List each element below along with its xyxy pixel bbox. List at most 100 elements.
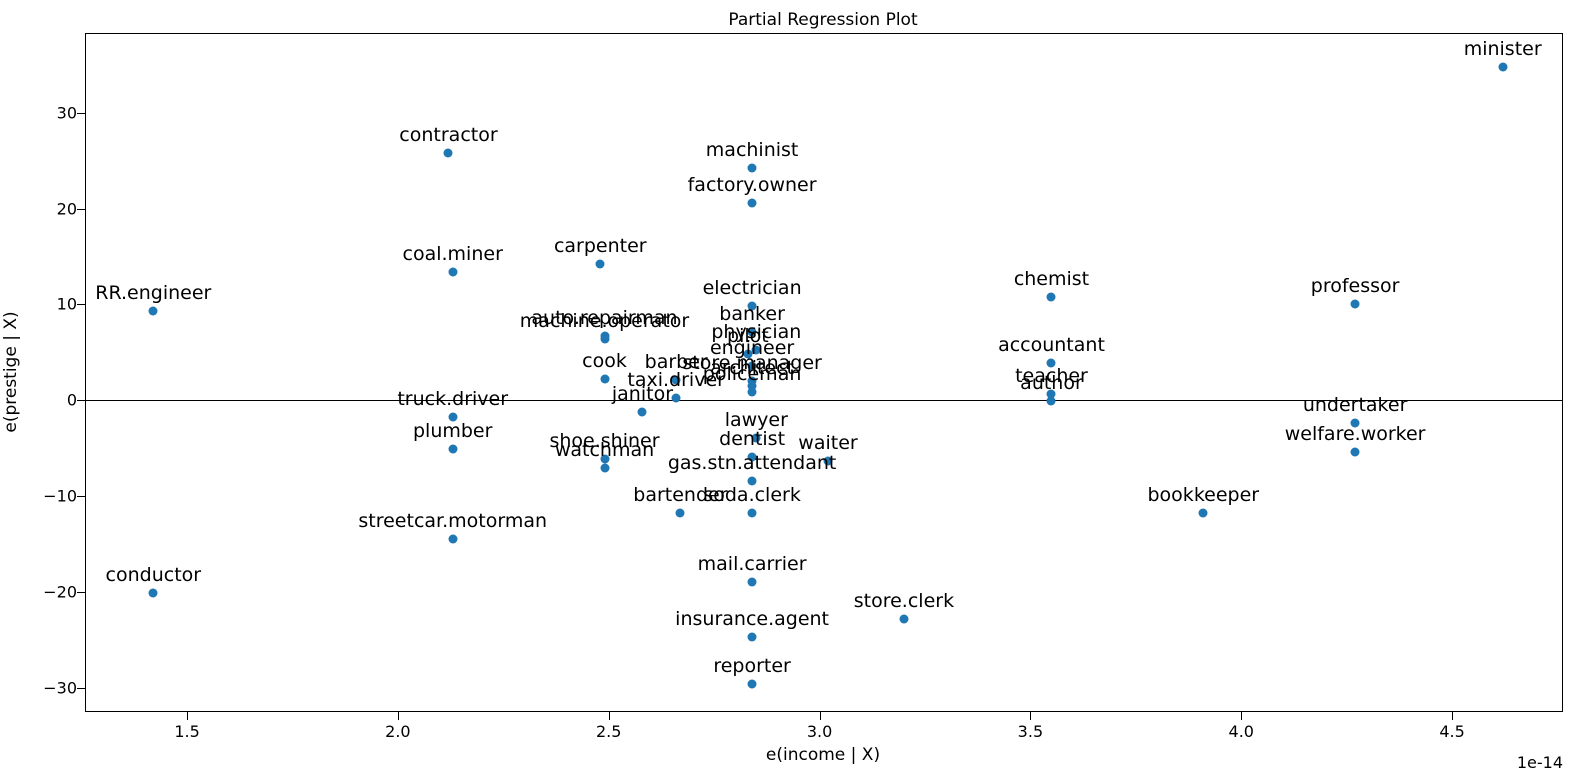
y-tick-label: −10 xyxy=(43,486,77,506)
point-label: accountant xyxy=(998,334,1105,357)
data-point xyxy=(1350,299,1360,309)
point-label: watchman xyxy=(554,439,655,462)
data-point xyxy=(148,588,158,598)
data-point xyxy=(600,334,609,344)
point-label: chemist xyxy=(1013,267,1090,290)
data-point xyxy=(747,301,757,311)
y-tick-label: 30 xyxy=(56,103,77,123)
data-point xyxy=(448,412,458,422)
y-tick-mark xyxy=(77,208,85,210)
data-point xyxy=(671,375,681,385)
y-tick-mark xyxy=(77,112,85,114)
y-tick-mark xyxy=(77,592,85,594)
point-label: architect xyxy=(710,357,795,380)
data-point xyxy=(671,393,681,403)
y-axis-label: e(prestige | X) xyxy=(1,311,21,433)
zero-reference-line xyxy=(85,400,1563,402)
data-point xyxy=(595,259,605,269)
point-label: truck.driver xyxy=(397,387,509,410)
point-label: policeman xyxy=(702,362,802,385)
x-tick-mark xyxy=(1452,712,1454,720)
point-label: machine.operator xyxy=(519,310,690,333)
data-point xyxy=(1198,508,1208,518)
point-label: bookkeeper xyxy=(1147,483,1260,506)
point-label: minister xyxy=(1463,37,1542,60)
data-point xyxy=(747,198,757,208)
data-point xyxy=(899,614,909,624)
data-point xyxy=(747,679,757,689)
point-label: undertaker xyxy=(1302,394,1408,417)
point-label: contractor xyxy=(399,123,498,146)
data-point xyxy=(600,463,609,473)
data-point xyxy=(1046,389,1056,399)
y-tick-mark xyxy=(77,304,85,306)
point-label: waiter xyxy=(798,431,858,454)
point-label: store.clerk xyxy=(853,590,955,613)
y-tick-label: 20 xyxy=(56,199,77,218)
data-point xyxy=(751,345,761,355)
point-label: pilot xyxy=(727,325,769,348)
data-point xyxy=(1046,292,1056,302)
point-label: coal.miner xyxy=(402,242,503,265)
y-tick-label: −30 xyxy=(43,678,77,698)
data-point xyxy=(747,361,757,371)
x-tick-label: 4.5 xyxy=(1439,722,1465,741)
data-point xyxy=(743,349,753,359)
data-point xyxy=(148,306,158,316)
point-label: janitor xyxy=(611,382,674,405)
point-label: streetcar.motorman xyxy=(358,510,548,533)
data-point xyxy=(1046,358,1056,368)
point-label: electrician xyxy=(702,277,802,300)
point-label: dentist xyxy=(719,428,786,450)
x-tick-mark xyxy=(1241,712,1243,720)
data-point xyxy=(747,508,757,518)
y-tick-mark xyxy=(77,400,85,402)
point-label: mail.carrier xyxy=(697,552,807,575)
point-label: machinist xyxy=(705,139,799,162)
x-tick-mark xyxy=(187,712,189,720)
data-point xyxy=(747,163,757,173)
data-point xyxy=(1350,418,1360,428)
x-tick-mark xyxy=(1030,712,1032,720)
data-point xyxy=(637,407,647,417)
data-point xyxy=(747,387,757,397)
point-label: barber xyxy=(644,351,708,374)
data-point xyxy=(747,632,757,642)
data-point xyxy=(1350,447,1360,457)
plot-area xyxy=(85,33,1563,712)
x-axis-offset-text: 1e-14 xyxy=(1516,753,1563,772)
point-label: taxi.driver xyxy=(627,369,725,392)
data-point xyxy=(675,508,685,518)
point-label: lawyer xyxy=(724,408,788,431)
x-tick-label: 1.5 xyxy=(174,722,200,741)
point-label: conductor xyxy=(105,564,202,587)
x-axis-label: e(income | X) xyxy=(765,745,881,765)
x-tick-label: 3.0 xyxy=(806,722,833,741)
data-point xyxy=(747,476,757,486)
y-tick-mark xyxy=(77,688,85,690)
x-tick-label: 2.5 xyxy=(595,722,622,741)
point-label: store.manager xyxy=(682,352,822,375)
point-label: carpenter xyxy=(553,235,647,258)
x-tick-label: 4.0 xyxy=(1228,722,1254,741)
point-label: author xyxy=(1020,372,1083,395)
point-label: shoe.shiner xyxy=(549,429,660,452)
point-label: factory.owner xyxy=(687,173,817,196)
data-point xyxy=(600,374,609,384)
point-label: professor xyxy=(1310,275,1400,298)
x-tick-mark xyxy=(608,712,610,720)
point-label: soda.clerk xyxy=(703,483,801,506)
x-tick-mark xyxy=(819,712,821,720)
point-label: reporter xyxy=(713,655,791,678)
x-tick-label: 3.5 xyxy=(1017,722,1044,741)
point-label: insurance.agent xyxy=(675,608,830,631)
data-point xyxy=(443,148,453,158)
data-point xyxy=(448,534,458,544)
y-tick-label: −20 xyxy=(43,582,77,602)
data-point xyxy=(747,327,757,337)
data-point xyxy=(823,456,833,466)
data-point xyxy=(448,444,458,454)
data-point xyxy=(747,577,757,587)
y-tick-mark xyxy=(77,496,85,498)
